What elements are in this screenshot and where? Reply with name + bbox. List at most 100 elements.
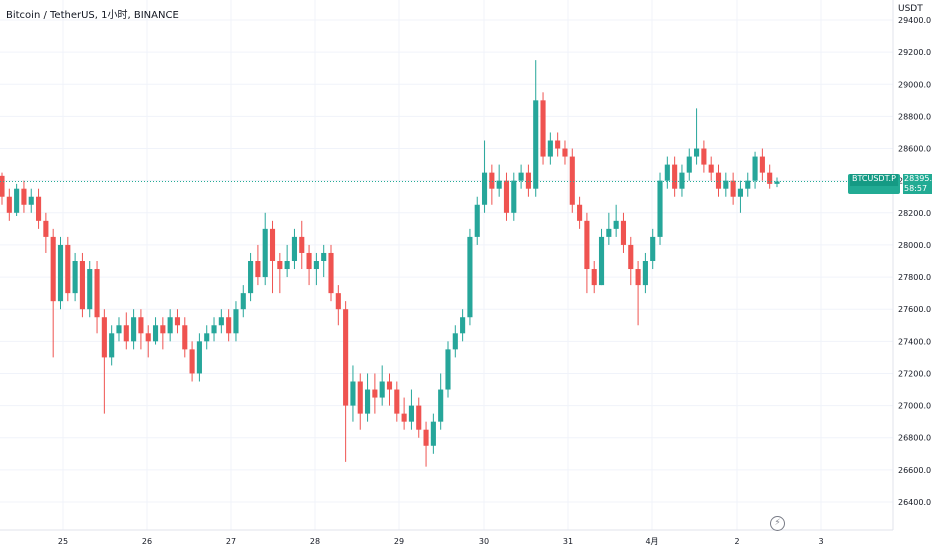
- time-tick-label: 2: [734, 537, 739, 546]
- candle-body: [737, 188, 744, 197]
- candle-body: [335, 293, 341, 310]
- candle-body: [672, 164, 678, 189]
- candle-body: [642, 261, 648, 286]
- candle-body: [277, 261, 283, 270]
- time-tick-label: 29: [394, 537, 404, 546]
- price-tick-label: 28000.0: [898, 241, 931, 250]
- price-tick-label: 28200.0: [898, 209, 931, 218]
- time-tick-label: 31: [563, 537, 573, 546]
- candle-body: [708, 164, 714, 173]
- candle-body: [372, 389, 378, 398]
- candle-body: [511, 180, 517, 213]
- candle-body: [584, 220, 590, 270]
- candle-body: [379, 381, 385, 398]
- candle-body: [606, 228, 612, 237]
- lightning-icon[interactable]: ⚡: [770, 516, 785, 531]
- candle-body: [423, 429, 429, 446]
- candle-body: [460, 317, 466, 334]
- candle-body: [72, 261, 78, 294]
- candle-body: [694, 148, 700, 157]
- candle-body: [65, 244, 71, 294]
- time-tick-label: 27: [226, 537, 236, 546]
- candle-body: [730, 180, 736, 197]
- candle-body: [262, 228, 268, 278]
- candle-body: [138, 317, 144, 334]
- candle-body: [79, 261, 85, 310]
- candle-body: [613, 220, 619, 229]
- candle-body: [401, 413, 407, 422]
- candle-body: [189, 349, 195, 374]
- candle-body: [386, 381, 393, 390]
- candle-body: [211, 325, 217, 334]
- candle-body: [445, 349, 451, 390]
- price-tick-label: 28600.0: [898, 145, 931, 154]
- candle-body: [715, 172, 722, 189]
- candle-body: [489, 172, 495, 189]
- candle-body: [540, 100, 546, 157]
- candle-body: [518, 172, 524, 181]
- candle-body: [496, 180, 502, 189]
- candle-body: [14, 188, 20, 213]
- candle-body: [167, 317, 173, 334]
- candle-body: [174, 317, 181, 326]
- candle-body: [657, 180, 663, 237]
- candle-body: [313, 261, 319, 270]
- candle-body: [555, 140, 561, 149]
- price-tick-label: 29200.0: [898, 48, 931, 57]
- candle-body: [299, 236, 305, 253]
- candle-body: [467, 236, 473, 318]
- time-tick-label: 28: [310, 537, 320, 546]
- candle-body: [679, 172, 685, 189]
- candle-body: [0, 175, 5, 197]
- price-tick-label: 27200.0: [898, 369, 931, 378]
- last-price-symbol: BTCUSDT.P: [850, 174, 898, 186]
- candle-body: [116, 325, 122, 334]
- candle-body: [598, 236, 605, 286]
- candle-body: [759, 156, 765, 173]
- candle-body: [408, 405, 414, 422]
- candle-body: [226, 317, 232, 334]
- candle-body: [233, 309, 239, 334]
- price-tick-label: 26400.0: [898, 498, 931, 507]
- price-tick-label: 27600.0: [898, 305, 931, 314]
- candle-body: [306, 252, 312, 270]
- candle-body: [357, 381, 363, 414]
- candle-body: [416, 405, 422, 430]
- candle-body: [248, 261, 254, 294]
- candle-body: [365, 389, 371, 414]
- time-tick-label: 26: [142, 537, 152, 546]
- candle-body: [160, 325, 166, 334]
- candle-body: [591, 269, 597, 286]
- candle-body: [767, 172, 773, 184]
- candle-body: [182, 325, 188, 350]
- candle-body: [664, 164, 670, 181]
- candle-body: [21, 188, 27, 205]
- price-tick-label: 27800.0: [898, 273, 931, 282]
- candle-body: [569, 156, 575, 205]
- candle-body: [28, 196, 34, 205]
- price-tick-label: 27400.0: [898, 337, 931, 346]
- last-price-tag: BTCUSDT.P 28395.2 58:57: [848, 174, 932, 194]
- time-tick-label: 3: [818, 537, 823, 546]
- candle-body: [94, 269, 100, 318]
- candle-body: [547, 140, 553, 157]
- candle-body: [686, 156, 692, 173]
- bar-countdown: 58:57: [903, 184, 932, 194]
- candle-body: [503, 180, 510, 213]
- candle-body: [101, 317, 107, 358]
- candle-body: [152, 325, 159, 342]
- price-tick-label: 29400.0: [898, 16, 931, 25]
- candle-body: [291, 236, 298, 261]
- candle-body: [474, 204, 480, 237]
- price-tick-label: 28800.0: [898, 112, 931, 121]
- candle-body: [650, 236, 656, 261]
- candle-body: [269, 228, 276, 261]
- price-tick-label: 27000.0: [898, 402, 931, 411]
- candle-body: [452, 333, 458, 350]
- candle-body: [577, 204, 583, 221]
- candle-body: [562, 148, 568, 157]
- candle-body: [533, 100, 539, 189]
- candle-body: [204, 333, 210, 342]
